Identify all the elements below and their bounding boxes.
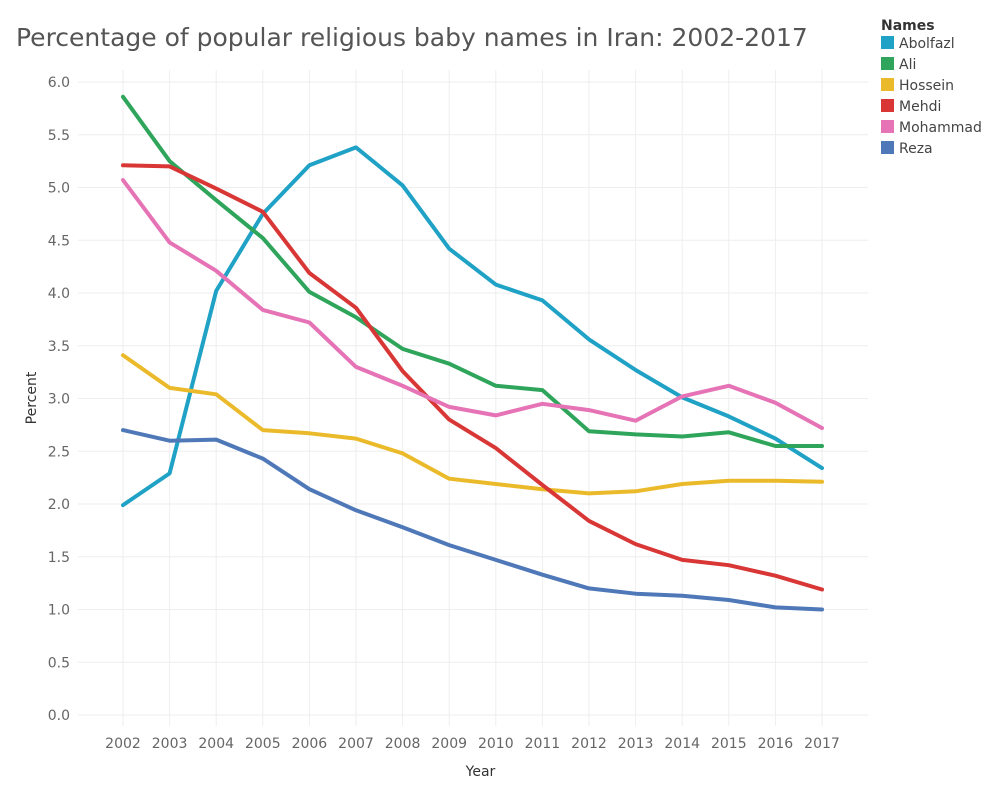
legend-swatch-abolfazl [881, 36, 894, 49]
x-axis-label: Year [465, 764, 496, 780]
legend-label-ali: Ali [899, 57, 916, 73]
x-tick-label: 2011 [525, 736, 561, 752]
legend-label-abolfazl: Abolfazl [899, 36, 955, 52]
x-tick-label: 2008 [385, 736, 421, 752]
x-tick-label: 2009 [431, 736, 467, 752]
x-tick-label: 2017 [804, 736, 840, 752]
x-tick-label: 2014 [664, 736, 700, 752]
x-tick-label: 2005 [245, 736, 281, 752]
legend-swatch-mehdi [881, 99, 894, 112]
y-tick-label: 5.5 [48, 128, 70, 144]
y-tick-label: 0.5 [48, 655, 70, 671]
series-line-ali [121, 94, 824, 448]
legend-label-reza: Reza [899, 141, 933, 157]
legend: Names Abolfazl Ali Hossein Mehdi Mohammad Rez… [881, 18, 982, 157]
x-tick-label: 2002 [105, 736, 141, 752]
y-axis-ticks: 0.0 0.5 1.0 1.5 2.0 2.5 3.0 3.5 4.0 4.5 5.0 5.5 6.0 [48, 75, 70, 724]
x-tick-label: 2013 [618, 736, 654, 752]
x-tick-label: 2015 [711, 736, 747, 752]
series-line-abolfazl [121, 145, 824, 508]
x-tick-label: 2016 [758, 736, 794, 752]
x-tick-label: 2004 [198, 736, 234, 752]
y-tick-label: 1.0 [48, 603, 70, 619]
y-axis-label: Percent [24, 371, 40, 424]
y-tick-label: 3.5 [48, 339, 70, 355]
chart-title: Percentage of popular religious baby nam… [16, 23, 808, 52]
y-tick-label: 6.0 [48, 75, 70, 91]
legend-swatch-ali [881, 57, 894, 70]
series-lines [121, 94, 824, 612]
legend-label-mohammad: Mohammad [899, 120, 982, 136]
y-tick-label: 1.5 [48, 550, 70, 566]
legend-swatch-reza [881, 141, 894, 154]
x-tick-label: 2010 [478, 736, 514, 752]
legend-title: Names [881, 18, 935, 34]
y-tick-label: 4.5 [48, 233, 70, 249]
grid [78, 70, 868, 726]
x-tick-label: 2006 [292, 736, 328, 752]
legend-swatch-mohammad [881, 120, 894, 133]
x-tick-label: 2007 [338, 736, 374, 752]
y-tick-label: 5.0 [48, 181, 70, 197]
y-tick-label: 2.5 [48, 444, 70, 460]
y-tick-label: 0.0 [48, 708, 70, 724]
legend-swatch-hossein [881, 78, 894, 91]
x-tick-label: 2003 [152, 736, 188, 752]
x-tick-label: 2012 [571, 736, 607, 752]
series-line-hossein [121, 353, 824, 496]
series-line-mohammad [121, 178, 824, 430]
legend-label-hossein: Hossein [899, 78, 954, 94]
series-line-reza [121, 428, 824, 612]
y-tick-label: 2.0 [48, 497, 70, 513]
legend-label-mehdi: Mehdi [899, 99, 941, 115]
y-tick-label: 4.0 [48, 286, 70, 302]
y-tick-label: 3.0 [48, 392, 70, 408]
x-axis-ticks: 2002 2003 2004 2005 2006 2007 2008 2009 2010 2011… [105, 736, 840, 752]
series-line-mehdi [121, 163, 824, 592]
